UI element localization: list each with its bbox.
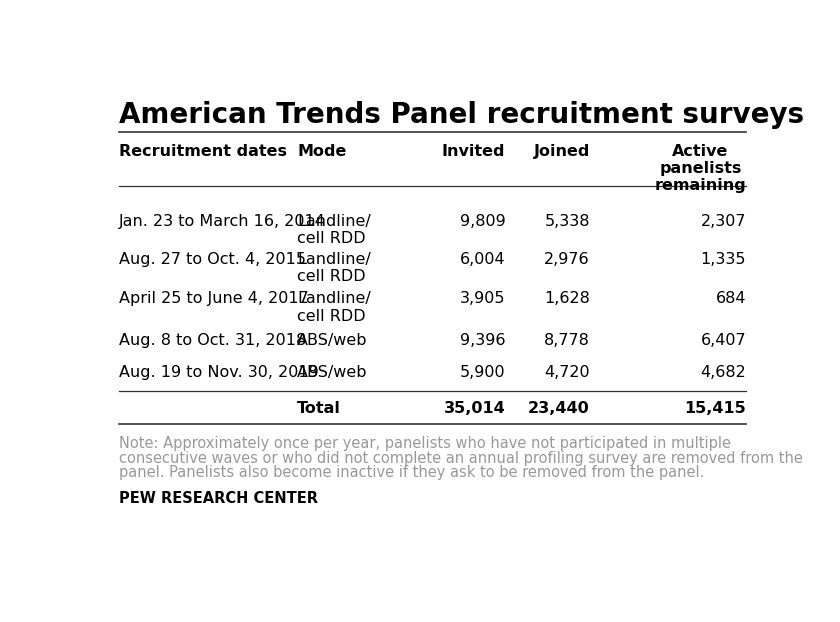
Text: April 25 to June 4, 2017: April 25 to June 4, 2017 xyxy=(119,291,309,306)
Text: 4,682: 4,682 xyxy=(701,365,746,381)
Text: 23,440: 23,440 xyxy=(528,401,590,416)
Text: Active
panelists
remaining: Active panelists remaining xyxy=(654,144,746,193)
Text: 1,628: 1,628 xyxy=(544,291,590,306)
Text: Landline/
cell RDD: Landline/ cell RDD xyxy=(297,213,370,246)
Text: American Trends Panel recruitment surveys: American Trends Panel recruitment survey… xyxy=(119,101,805,129)
Text: Joined: Joined xyxy=(533,144,590,159)
Text: 2,307: 2,307 xyxy=(701,213,746,228)
Text: 2,976: 2,976 xyxy=(544,252,590,267)
Text: 9,396: 9,396 xyxy=(459,333,506,348)
Text: Aug. 27 to Oct. 4, 2015: Aug. 27 to Oct. 4, 2015 xyxy=(119,252,307,267)
Text: Aug. 19 to Nov. 30, 2019: Aug. 19 to Nov. 30, 2019 xyxy=(119,365,319,381)
Text: 6,004: 6,004 xyxy=(459,252,506,267)
Text: Note: Approximately once per year, panelists who have not participated in multip: Note: Approximately once per year, panel… xyxy=(119,436,732,451)
Text: 5,338: 5,338 xyxy=(544,213,590,228)
Text: Total: Total xyxy=(297,401,341,416)
Text: PEW RESEARCH CENTER: PEW RESEARCH CENTER xyxy=(119,491,318,506)
Text: Jan. 23 to March 16, 2014: Jan. 23 to March 16, 2014 xyxy=(119,213,326,228)
Text: panel. Panelists also become inactive if they ask to be removed from the panel.: panel. Panelists also become inactive if… xyxy=(119,465,705,480)
Text: 6,407: 6,407 xyxy=(701,333,746,348)
Text: 4,720: 4,720 xyxy=(544,365,590,381)
Text: 1,335: 1,335 xyxy=(701,252,746,267)
Text: ABS/web: ABS/web xyxy=(297,333,368,348)
Text: 15,415: 15,415 xyxy=(685,401,746,416)
Text: 35,014: 35,014 xyxy=(444,401,506,416)
Text: 9,809: 9,809 xyxy=(459,213,506,228)
Text: 8,778: 8,778 xyxy=(544,333,590,348)
Text: ABS/web: ABS/web xyxy=(297,365,368,381)
Text: Invited: Invited xyxy=(442,144,506,159)
Text: Mode: Mode xyxy=(297,144,346,159)
Text: Recruitment dates: Recruitment dates xyxy=(119,144,287,159)
Text: Landline/
cell RDD: Landline/ cell RDD xyxy=(297,252,370,284)
Text: Aug. 8 to Oct. 31, 2018: Aug. 8 to Oct. 31, 2018 xyxy=(119,333,307,348)
Text: Landline/
cell RDD: Landline/ cell RDD xyxy=(297,291,370,323)
Text: 684: 684 xyxy=(716,291,746,306)
Text: consecutive waves or who did not complete an annual profiling survey are removed: consecutive waves or who did not complet… xyxy=(119,450,803,466)
Text: 5,900: 5,900 xyxy=(459,365,506,381)
Text: 3,905: 3,905 xyxy=(459,291,506,306)
